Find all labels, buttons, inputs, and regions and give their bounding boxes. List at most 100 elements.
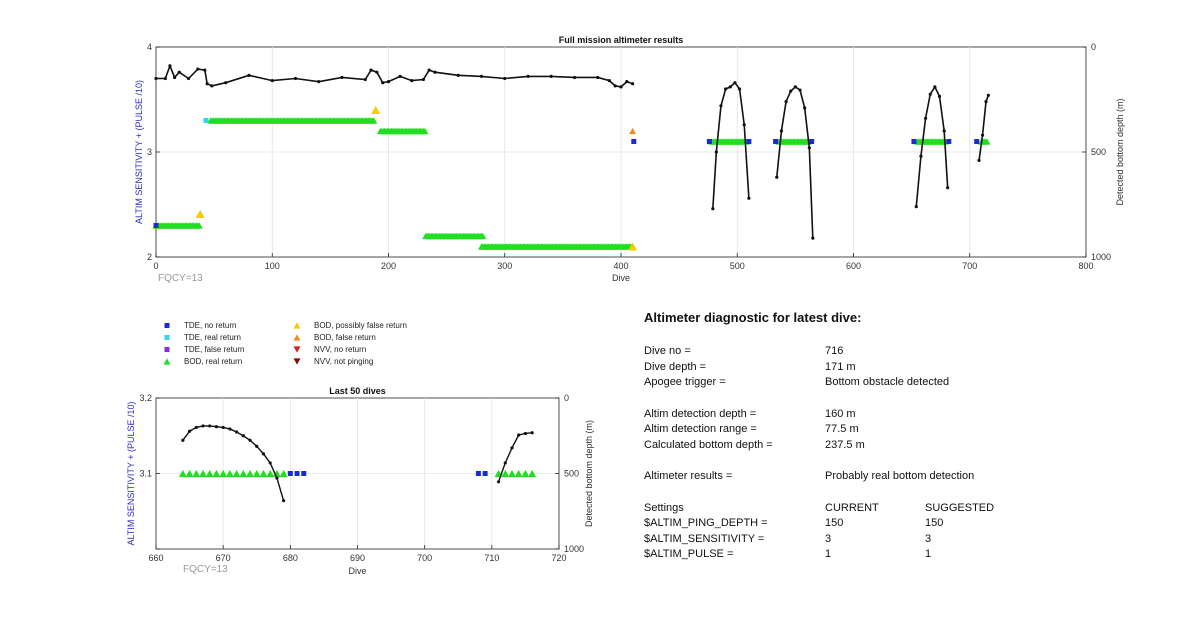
bottom-depth-point	[456, 73, 460, 77]
bod-real-marker	[501, 469, 510, 478]
bottom-depth-point	[937, 94, 942, 98]
bottom-depth-point	[210, 84, 214, 88]
bottom-depth-point	[228, 427, 232, 431]
tde-no-return-marker	[773, 139, 779, 144]
bottom-depth-point	[268, 461, 272, 465]
legend-label: TDE, no return	[184, 321, 237, 330]
x-tick-label: 700	[962, 261, 977, 271]
bottom-depth-point	[933, 85, 937, 89]
bottom-depth-point	[221, 425, 225, 430]
bottom-depth-point	[789, 89, 793, 93]
bottom-depth-point	[340, 75, 344, 80]
legend-label: TDE, real return	[184, 333, 241, 342]
bottom-depth-point	[386, 80, 391, 84]
bod-possibly-false-marker	[371, 105, 381, 115]
bottom-depth-point	[775, 175, 779, 179]
legend-symbol-icon	[293, 322, 301, 329]
y2-axis-label: Detected bottom depth (m)	[1115, 98, 1125, 205]
tde-no-return-marker	[809, 139, 815, 144]
y2-tick-label: 500	[564, 469, 579, 479]
bottom-depth-point	[711, 207, 715, 211]
x-tick-label: 400	[613, 261, 628, 271]
legend-label: BOD, possibly false return	[314, 321, 407, 330]
bottom-depth-point	[433, 70, 437, 74]
bottom-depth-point	[503, 461, 507, 465]
bottom-depth-point	[728, 85, 732, 89]
legend-square-marker	[164, 347, 170, 352]
x-tick-label: 200	[381, 261, 396, 271]
bottom-depth-point	[194, 425, 198, 430]
tde-no-return-marker	[287, 471, 293, 476]
legend-symbol-icon	[164, 323, 170, 328]
x-tick-label: 690	[350, 553, 365, 563]
legend-symbol-icon	[164, 347, 170, 352]
bottom-depth-point	[154, 76, 158, 81]
bottom-depth-point	[803, 106, 807, 110]
diag-row-altimeter-results: Altimeter results = Probably real bottom…	[644, 470, 975, 482]
x-tick-label: 800	[1078, 261, 1093, 271]
fqcy-annotation: FQCY=13	[183, 564, 228, 575]
diag-setting-sensitivity: $ALTIM_SENSITIVITY = 3 3	[644, 533, 932, 545]
bottom-depth-point	[163, 76, 167, 81]
bottom-depth-point	[942, 129, 946, 133]
bod-real-marker	[259, 469, 268, 478]
bottom-depth-point	[181, 438, 185, 442]
bottom-depth-point	[205, 82, 209, 86]
bottom-depth-point	[596, 75, 600, 80]
bod-real-marker	[239, 469, 248, 478]
bottom-depth-point	[549, 74, 553, 78]
bottom-depth-point	[619, 85, 623, 89]
bottom-depth-point	[248, 438, 252, 442]
bottom-depth-point	[798, 88, 802, 92]
chart-title: Last 50 dives	[329, 386, 386, 396]
bod-real-marker	[178, 469, 187, 478]
bottom-depth-point	[270, 79, 274, 83]
diag-setting-pulse: $ALTIM_PULSE = 1 1	[644, 548, 932, 560]
tde-real-return-marker	[203, 118, 209, 123]
bod-real-marker	[219, 469, 228, 478]
bod-real-marker	[521, 469, 530, 478]
bod-real-marker	[528, 469, 537, 478]
diagnostic-title: Altimeter diagnostic for latest dive:	[644, 310, 862, 325]
bottom-depth-point	[986, 93, 990, 97]
bod-possibly-false-marker	[195, 209, 205, 218]
legend-triangle-marker	[293, 346, 301, 353]
bod-false-marker	[629, 127, 637, 135]
legend-label: BOD, real return	[184, 357, 243, 366]
bottom-depth-point	[201, 424, 205, 428]
y2-axis-label: Detected bottom depth (m)	[584, 420, 594, 527]
bod-real-marker	[212, 469, 221, 478]
x-tick-label: 600	[846, 261, 861, 271]
x-tick-label: 670	[216, 553, 231, 563]
axes-group: 660 670 680 690 700 710 720 3.1 3.2 0 500 1000 Last …	[126, 386, 594, 576]
bottom-depth-point	[235, 430, 239, 434]
bottom-depth-point	[510, 446, 514, 450]
legend-triangle-marker	[293, 334, 301, 341]
plot-area	[155, 397, 560, 550]
tde-no-return-marker	[475, 471, 481, 476]
bottom-depth-point	[625, 80, 629, 84]
diag-row-dive-depth: Dive depth = 171 m	[644, 361, 856, 373]
bottom-depth-point	[747, 196, 751, 200]
y-tick-label: 3.2	[139, 393, 152, 403]
bod-real-marker	[185, 469, 194, 478]
axes-group: 0 100 200 300 400 500 600 700 800 2 3 4 0 500 1000 Full…	[134, 35, 1125, 284]
tde-no-return-marker	[294, 471, 300, 476]
bottom-depth-point	[714, 150, 718, 154]
y2-tick-label: 0	[564, 393, 569, 403]
legend-symbol-icon	[293, 334, 301, 341]
legend-label: NVV, not pinging	[314, 357, 374, 366]
bod-real-marker	[494, 469, 503, 478]
diag-row-calculated-bottom-depth: Calculated bottom depth = 237.5 m	[644, 439, 865, 451]
x-tick-label: 660	[148, 553, 163, 563]
diag-row-apogee-trigger: Apogee trigger = Bottom obstacle detecte…	[644, 376, 950, 388]
bod-real-marker	[266, 469, 275, 478]
bottom-depth-point	[807, 146, 811, 150]
bottom-depth-point	[317, 80, 321, 84]
y-axis-label: ALTIM SENSITIVITY + (PULSE /10)	[134, 80, 144, 224]
bottom-depth-point	[737, 87, 742, 91]
tde-no-return-marker	[974, 139, 980, 144]
bod-real-marker	[192, 469, 201, 478]
legend-symbol-icon	[163, 358, 171, 365]
bottom-depth-point	[607, 79, 611, 83]
